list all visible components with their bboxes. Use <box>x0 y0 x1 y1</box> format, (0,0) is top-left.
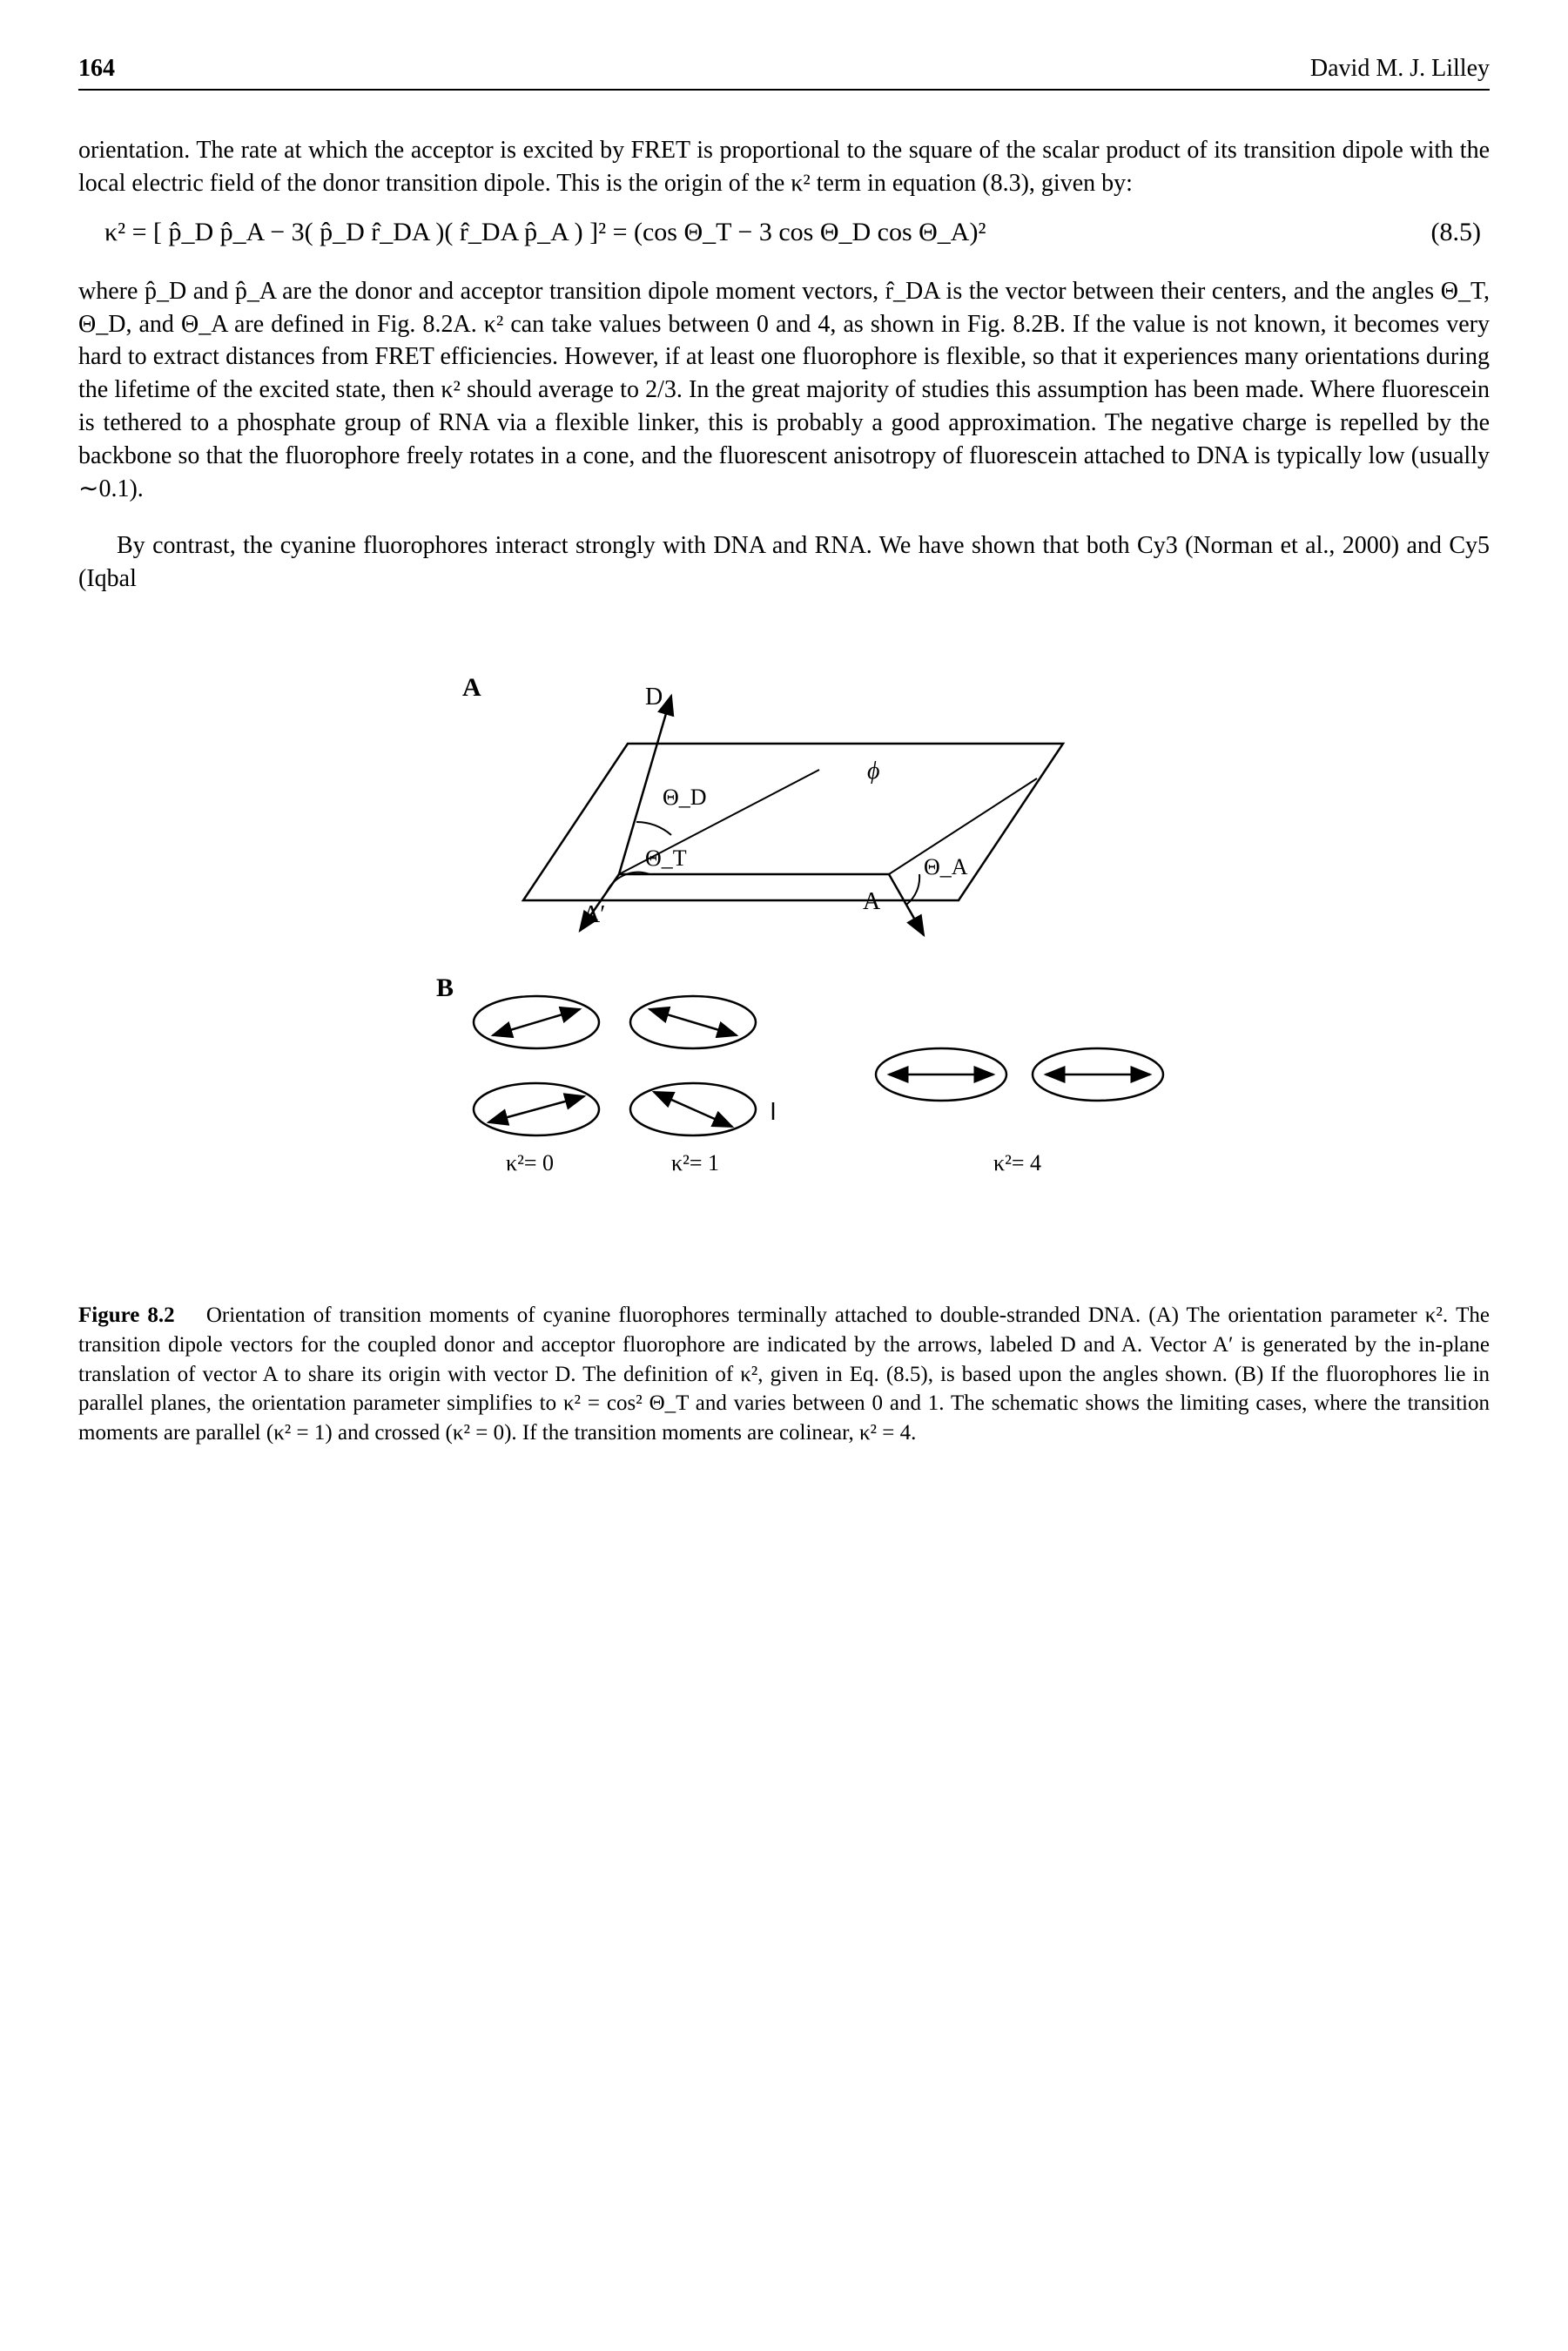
label-k0: κ²= 0 <box>506 1150 554 1176</box>
figure-8-2: A D A A′ Θ_D Θ_T Θ_A ϕ B κ²= 0 κ²= 1 κ <box>78 648 1490 1275</box>
arrow-b-1 <box>493 1009 580 1035</box>
arrow-b-2 <box>649 1009 737 1035</box>
label-k1: κ²= 1 <box>671 1150 719 1176</box>
arrow-b-3 <box>488 1096 584 1122</box>
arc-theta-t <box>606 872 649 893</box>
caption-text: Orientation of transition moments of cya… <box>78 1303 1490 1445</box>
equation-number: (8.5) <box>1431 215 1490 251</box>
figure-svg: A D A A′ Θ_D Θ_T Θ_A ϕ B κ²= 0 κ²= 1 κ <box>349 648 1220 1275</box>
label-theta-d: Θ_D <box>663 785 707 810</box>
label-theta-t: Θ_T <box>645 845 687 871</box>
page-header: 164 David M. J. Lilley <box>78 52 1490 91</box>
caption-label: Figure 8.2 <box>78 1303 175 1327</box>
label-k4: κ²= 4 <box>993 1150 1041 1176</box>
arrow-b-4 <box>654 1092 732 1127</box>
paragraph-1: orientation. The rate at which the accep… <box>78 134 1490 200</box>
page-number: 164 <box>78 52 115 85</box>
panel-b-label: B <box>436 973 454 1002</box>
arc-theta-d <box>636 822 671 835</box>
label-phi: ϕ <box>867 758 880 785</box>
header-author: David M. J. Lilley <box>1310 52 1490 85</box>
label-a: A <box>863 888 881 915</box>
label-aprime: A′ <box>582 901 605 928</box>
label-d: D <box>645 684 663 711</box>
paragraph-2: where p̂_D and p̂_A are the donor and ac… <box>78 275 1490 506</box>
equation-8-5: κ² = [ p̂_D p̂_A − 3( p̂_D r̂_DA )( r̂_D… <box>78 215 1490 251</box>
equation-body: κ² = [ p̂_D p̂_A − 3( p̂_D r̂_DA )( r̂_D… <box>78 215 986 251</box>
paragraph-3: By contrast, the cyanine fluorophores in… <box>78 529 1490 596</box>
figure-caption: Figure 8.2 Orientation of transition mom… <box>78 1301 1490 1448</box>
label-theta-a: Θ_A <box>924 854 968 879</box>
panel-a-label: A <box>462 673 481 702</box>
plane-parallelogram <box>523 744 1063 900</box>
